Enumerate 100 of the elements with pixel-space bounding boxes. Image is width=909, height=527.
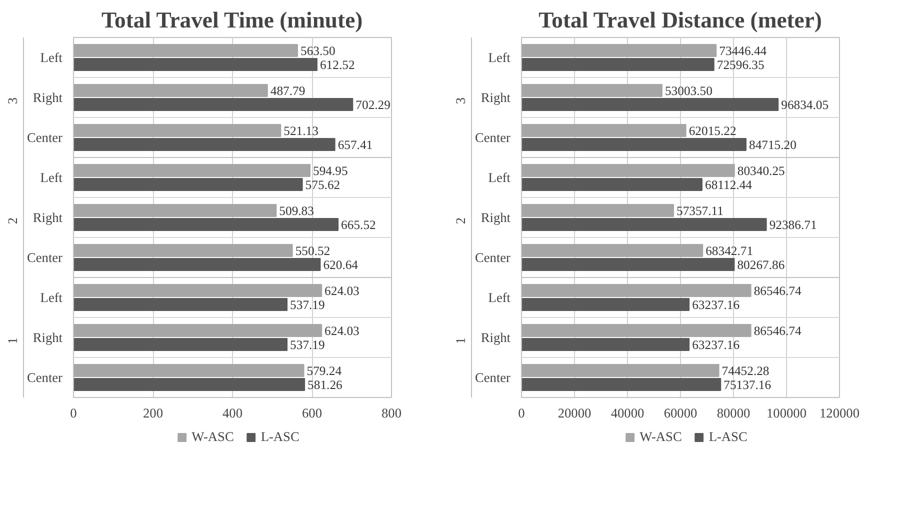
legend-label: L-ASC (708, 429, 748, 445)
data-label: 53003.50 (664, 84, 712, 98)
bar (522, 364, 720, 377)
data-label: 612.52 (320, 58, 355, 72)
x-tick-label: 40000 (610, 406, 644, 420)
data-label: 68342.71 (706, 244, 754, 258)
data-label: 665.52 (341, 218, 376, 232)
y-tick-label: Center (26, 370, 64, 385)
x-tick-label: 120000 (820, 406, 860, 420)
bar (74, 258, 321, 271)
bar (522, 338, 690, 351)
data-label: 86546.74 (754, 324, 802, 338)
bar (522, 98, 779, 111)
bar (74, 364, 304, 377)
chart-title: Total Travel Distance (meter) (538, 8, 822, 32)
data-label: 92386.71 (769, 218, 817, 232)
bar (522, 138, 746, 151)
bar (74, 124, 282, 137)
x-tick-label: 800 (382, 406, 402, 420)
bar (74, 44, 298, 57)
data-label: 657.41 (338, 138, 373, 152)
data-label: 80267.86 (737, 258, 785, 272)
y-tick-label: Right (480, 330, 511, 345)
y-tick-label: Right (480, 210, 511, 225)
data-label: 84715.20 (748, 138, 796, 152)
x-tick-label: 0 (518, 406, 526, 420)
bar (522, 84, 662, 97)
y-tick-label: Right (32, 210, 63, 225)
data-label: 575.62 (305, 178, 340, 192)
data-label: 624.03 (324, 284, 360, 298)
data-label: 487.79 (270, 84, 306, 98)
data-label: 62015.22 (688, 124, 736, 138)
y-tick-label: Left (40, 290, 63, 305)
data-label: 521.13 (284, 124, 318, 138)
text: 1 (5, 337, 20, 344)
bar (74, 178, 303, 191)
bar (522, 178, 702, 191)
bar (522, 58, 714, 71)
data-label: 74452.28 (722, 364, 770, 378)
y-tick-label: Center (474, 370, 512, 385)
bar (74, 298, 288, 311)
bar (522, 204, 674, 217)
x-tick-label: 100000 (766, 406, 807, 420)
text: 2 (5, 217, 20, 224)
text: 3 (453, 97, 468, 104)
data-label: 620.64 (323, 258, 359, 272)
x-tick-label: 0 (70, 406, 78, 420)
bar (522, 218, 767, 231)
y-tick-label: Center (474, 250, 512, 265)
bar (522, 164, 735, 177)
y-tick-label: Left (488, 50, 511, 65)
bar (74, 338, 288, 351)
legend-label: W-ASC (640, 429, 682, 445)
data-label: 86546.74 (754, 284, 802, 298)
data-label: 72596.35 (716, 58, 764, 72)
data-label: 594.95 (312, 164, 348, 178)
data-label: 563.50 (300, 44, 336, 58)
bar (74, 324, 322, 337)
data-label: 581.26 (308, 378, 342, 392)
y-tick-label: Left (40, 170, 63, 185)
x-tick-label: 600 (302, 406, 322, 420)
bar (522, 44, 717, 57)
data-label: 702.29 (356, 98, 390, 112)
y-tick-label: Right (480, 90, 511, 105)
y-tick-label: Left (40, 50, 63, 65)
data-label: 75137.16 (724, 378, 772, 392)
text: 3 (5, 97, 20, 104)
y-tick-label: Left (488, 170, 511, 185)
x-tick-label: 400 (222, 406, 243, 420)
bar (522, 298, 690, 311)
bar (522, 244, 704, 257)
data-label: 63237.16 (692, 298, 740, 312)
y-tick-label: Right (32, 330, 63, 345)
y-tick-label: Center (26, 250, 64, 265)
bar (522, 124, 686, 137)
data-label: 80340.25 (737, 164, 785, 178)
bar (74, 218, 339, 231)
y-tick-label: Center (26, 130, 64, 145)
bar (74, 378, 306, 391)
bar (522, 378, 722, 391)
data-label: 57357.11 (676, 204, 724, 218)
x-tick-label: 60000 (664, 406, 698, 420)
y-tick-label: Left (488, 290, 511, 305)
bar (74, 244, 293, 257)
data-label: 68112.44 (705, 178, 753, 192)
bar (522, 324, 752, 337)
bar (522, 258, 735, 271)
bar (74, 284, 322, 297)
x-tick-label: 20000 (558, 406, 592, 420)
text: 2 (453, 217, 468, 224)
x-tick-label: 200 (143, 406, 164, 420)
data-label: 509.83 (279, 204, 314, 218)
bar (74, 138, 336, 151)
bar (74, 204, 277, 217)
bar (74, 98, 354, 111)
text: 1 (453, 337, 468, 344)
data-label: 63237.16 (692, 338, 740, 352)
y-tick-label: Right (32, 90, 63, 105)
x-tick-label: 80000 (716, 406, 750, 420)
data-label: 96834.05 (781, 98, 829, 112)
